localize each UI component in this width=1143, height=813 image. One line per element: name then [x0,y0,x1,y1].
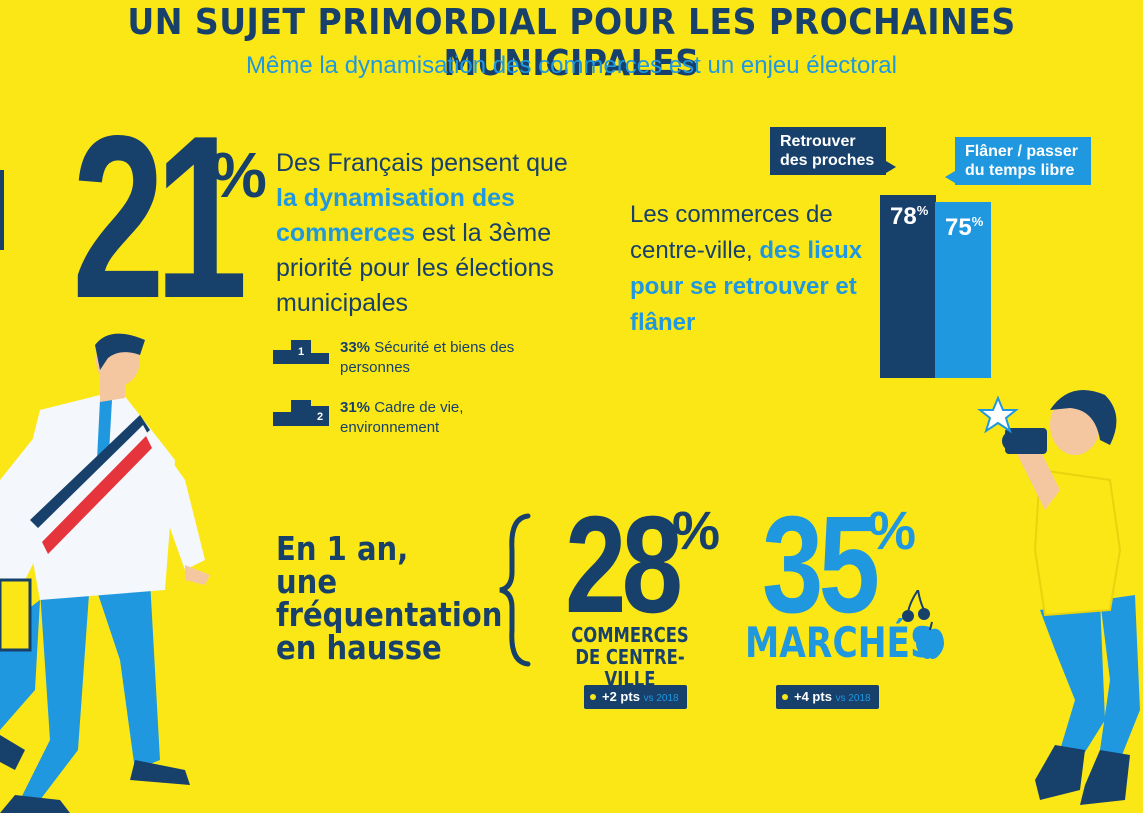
delta-badge-commerces: +2 pts vs 2018 [584,685,687,709]
stat-21-value: 21 [72,88,248,347]
commerces-description: Les commerces de centre-ville, des lieux… [630,197,870,341]
stat-35-percent: % [868,501,917,561]
stat-21-text-part2: est la 3ème priorité pour les élections … [276,219,554,317]
stat-21-description: Des Français pensent que la dynamisation… [276,146,576,321]
stat-35-caption: MARCHÉS [745,618,935,667]
ranking-2-label: Cadre de vie, environnement [340,399,464,436]
stat-35-value: 35 [762,488,880,642]
ranking-item-2: 31% Cadre de vie, environnement [340,398,520,438]
stat-28-value: 28 [565,488,683,642]
stat-28-caption: COMMERCES DE CENTRE-VILLE [571,623,689,691]
page-subtitle: Même la dynamisation des commerces est u… [246,52,897,79]
callout-retrouver-label: Retrouver des proches [780,133,875,169]
stat-21-text-part1: Des Français pensent que [276,149,568,177]
ranking-1-label: Sécurité et biens des personnes [340,339,515,376]
podium-rank-1: 1 [291,340,311,364]
delta-commerces-value: +2 pts [602,689,640,704]
apple-icon [916,621,944,659]
cherry-apple-icon [902,590,944,659]
delta-marches-value: +4 pts [794,689,832,704]
bar-retrouver: 78% [880,195,936,378]
stat-21-highlight: la dynamisation des commerces [276,184,515,247]
woman-photographer-illustration [977,390,1140,805]
delta-commerces-vs: vs 2018 [643,693,679,704]
delta-badge-marches: +4 pts vs 2018 [776,685,879,709]
bar-retrouver-value: 78% [890,203,929,230]
ranking-1-pct: 33% [340,339,371,356]
left-edge-mark [0,170,4,250]
page-title: UN SUJET PRIMORDIAL POUR LES PROCHAINES … [127,2,1016,84]
bar-flaner: 75% [935,202,991,378]
man-illustration [0,333,210,813]
stat-21-percent: % [210,139,267,211]
callout-flaner: Flâner / passer du temps libre [945,137,1091,185]
commerces-highlight: des lieux pour se retrouver et flâner [630,237,863,336]
brace-icon [499,513,531,667]
frequentation-text: En 1 an, une fréquentation en hausse [276,529,503,667]
camera-flash-icon [977,395,1019,434]
commerces-text-part1: Les commerces de centre-ville, [630,201,833,264]
bar-flaner-value: 75% [945,214,984,241]
cherry-icon [902,590,930,622]
ranking-item-1: 33% Sécurité et biens des personnes [340,338,520,378]
delta-marches-vs: vs 2018 [835,693,871,704]
ranking-2-pct: 31% [340,399,371,416]
podium-icon: 1 [273,340,329,364]
stat-28-percent: % [672,501,721,561]
podium-icon: 2 [273,400,329,426]
callout-retrouver: Retrouver des proches [770,127,896,175]
podium-rank-2: 2 [311,406,329,426]
callout-flaner-label: Flâner / passer du temps libre [965,143,1078,179]
